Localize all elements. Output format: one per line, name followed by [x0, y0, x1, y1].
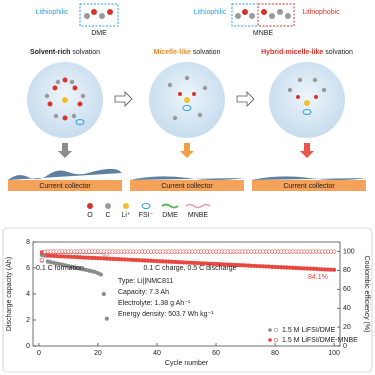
- x-tick-label: 100: [328, 350, 340, 357]
- point: [331, 267, 337, 272]
- y-tick-label: 2: [26, 317, 30, 324]
- legend-label: 1.5 M LiFSI/DME-MNBE: [282, 337, 358, 344]
- mnbe-box-2: [257, 3, 295, 27]
- legend-marker: [268, 338, 272, 342]
- rest: solvation: [191, 49, 221, 56]
- legend-marker: [268, 328, 272, 332]
- x-tick-label: 60: [212, 350, 220, 357]
- point: [104, 316, 109, 321]
- legend-label: O: [87, 212, 93, 219]
- y2-tick-label: 20: [343, 324, 351, 331]
- annotation: Capacity: 7.3 Ah: [118, 289, 169, 296]
- highlight: Solvent-rich: [30, 49, 70, 56]
- panel-title: Solvent-rich solvation: [30, 49, 100, 56]
- legend-label: 1.5 M LiFSI/DME: [282, 327, 336, 334]
- highlight: Hybrid-micelle-like: [261, 49, 323, 56]
- substrate-label: Current collector: [39, 183, 91, 190]
- molecule-label: MNBE: [253, 30, 274, 37]
- tag: Lithiophilic: [194, 9, 227, 16]
- point: [98, 272, 103, 277]
- y-tick-label: 4: [26, 291, 30, 298]
- panel-title: Hybrid-micelle-like solvation: [261, 49, 353, 56]
- y2-tick-label: 80: [343, 267, 351, 274]
- highlight: Micelle-like: [154, 49, 191, 56]
- chart-frame: [2, 227, 373, 373]
- point: [101, 291, 106, 297]
- legend-label: DME: [162, 212, 178, 219]
- y-tick-label: 8: [26, 239, 30, 246]
- legend-label: Li⁺: [121, 212, 130, 219]
- panel-title: Micelle-like solvation: [154, 49, 221, 56]
- tag: Lithiophilic: [36, 9, 69, 16]
- x-tick-label: 80: [271, 350, 279, 357]
- substrates: Current collector Current collector Curr…: [8, 168, 366, 191]
- dme-box: [79, 3, 119, 27]
- y-tick-label: 0: [26, 343, 30, 350]
- rest: solvation: [323, 49, 353, 56]
- annotation: Energy density: 503.7 Wh kg⁻¹: [118, 311, 214, 318]
- substrate-label: Current collector: [161, 183, 213, 190]
- annotation: 0.1 C formation: [36, 265, 84, 272]
- y2-tick-label: 0: [343, 343, 347, 350]
- solvation-bubbles: [27, 62, 345, 138]
- species-legend: O C Li⁺ FSI⁻ DME MNBE: [87, 203, 211, 219]
- annotation: 84.1%: [308, 274, 328, 281]
- mnbe-molecule: [235, 9, 291, 19]
- y-axis-title: Discharge capacity (Ah): [6, 257, 13, 331]
- legend-marker: [273, 327, 279, 333]
- x-tick-label: 0: [37, 350, 41, 357]
- arrows: [58, 91, 314, 158]
- legend-label: FSI⁻: [139, 212, 154, 219]
- y2-tick-label: 100: [343, 248, 355, 255]
- molecule-header: Lithiophilic DME Lithiophilic MNBE Lithi…: [36, 3, 340, 37]
- annotation: 0.1 C charge, 0.5 C discharge: [144, 265, 237, 272]
- y2-tick-label: 40: [343, 305, 351, 312]
- dme-molecule: [84, 9, 113, 19]
- legend-label: MNBE: [188, 212, 209, 219]
- point: [331, 249, 337, 254]
- x-tick-label: 40: [153, 350, 161, 357]
- y2-axis-title: Coulombic efficiency (%): [363, 256, 370, 333]
- rest: solvation: [70, 49, 100, 56]
- point: [39, 257, 44, 263]
- y2-tick-label: 60: [343, 286, 351, 293]
- panel-titles: Solvent-rich solvation Micelle-like solv…: [30, 49, 353, 56]
- molecule-label: DME: [91, 30, 107, 37]
- annotation: Electrolyte: 1.38 g Ah⁻¹: [118, 300, 191, 307]
- x-tick-label: 20: [94, 350, 102, 357]
- legend-marker: [273, 337, 279, 343]
- substrate-label: Current collector: [283, 183, 335, 190]
- legend-label: C: [105, 212, 110, 219]
- annotation: Type: Li||NMC811: [118, 278, 173, 285]
- tag: Lithiophobic: [302, 9, 340, 16]
- y-tick-label: 6: [26, 265, 30, 272]
- x-axis-title: Cycle number: [165, 360, 209, 367]
